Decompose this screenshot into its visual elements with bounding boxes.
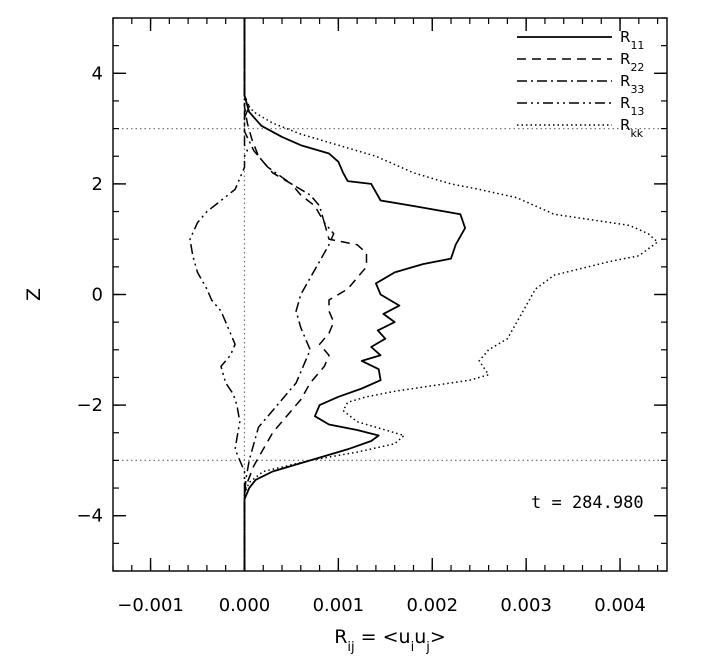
legend-label-Rkk: Rkk	[620, 116, 644, 140]
x-axis-label: Rij = <uiuj>	[334, 626, 446, 655]
series-line-R11	[243, 18, 466, 571]
legend-label-main: R	[620, 72, 630, 90]
x-axis-label-main: R	[334, 626, 347, 648]
series-line-R13	[189, 18, 249, 571]
x-tick-label: 0.002	[406, 595, 458, 616]
x-axis-label-mid: u	[414, 626, 426, 648]
x-tick-label: 0.003	[500, 595, 552, 616]
x-axis-label-sub2: i	[411, 640, 415, 655]
legend-label-sub: 13	[630, 105, 644, 118]
series-curves	[189, 18, 659, 571]
legend-label-R11: R11	[620, 28, 644, 52]
x-tick-label: 0.004	[594, 595, 646, 616]
plot-frame	[112, 17, 668, 572]
tick-labels: −0.001 0.000 0.001 0.002 0.003 0.004 −4 −2 0 2 4	[76, 63, 645, 616]
y-tick-label: 0	[92, 285, 103, 306]
time-annotation: t = 284.980	[531, 493, 644, 513]
y-tick-label: 2	[92, 174, 103, 195]
y-tick-label: −2	[76, 395, 103, 416]
x-tick-label: 0.000	[219, 595, 271, 616]
x-axis-label-end: >	[430, 626, 446, 648]
legend-label-main: R	[620, 28, 630, 46]
x-axis-label-sub3: j	[425, 640, 430, 655]
y-tick-label: 4	[92, 63, 103, 84]
x-tick-label: −0.001	[117, 595, 184, 616]
legend-label-sub: 22	[630, 61, 644, 74]
x-axis-label-eq: = <u	[355, 626, 411, 648]
legend-label-sub: 33	[630, 83, 644, 96]
legend-label-R13: R13	[620, 94, 644, 118]
legend-label-sub: kk	[630, 127, 643, 140]
series-line-R33	[243, 18, 335, 571]
legend-label-main: R	[620, 94, 630, 112]
x-tick-label: 0.001	[313, 595, 365, 616]
y-axis-label: Z	[23, 288, 45, 301]
legend-label-main: R	[620, 50, 630, 68]
y-tick-label: −4	[76, 506, 103, 527]
legend-label-sub: 11	[630, 39, 644, 52]
legend-label-R33: R33	[620, 72, 644, 96]
series-line-R22	[243, 18, 368, 571]
x-axis-label-sub: ij	[347, 640, 354, 655]
legend-label-R22: R22	[620, 50, 644, 74]
legend-label-main: R	[620, 116, 630, 134]
